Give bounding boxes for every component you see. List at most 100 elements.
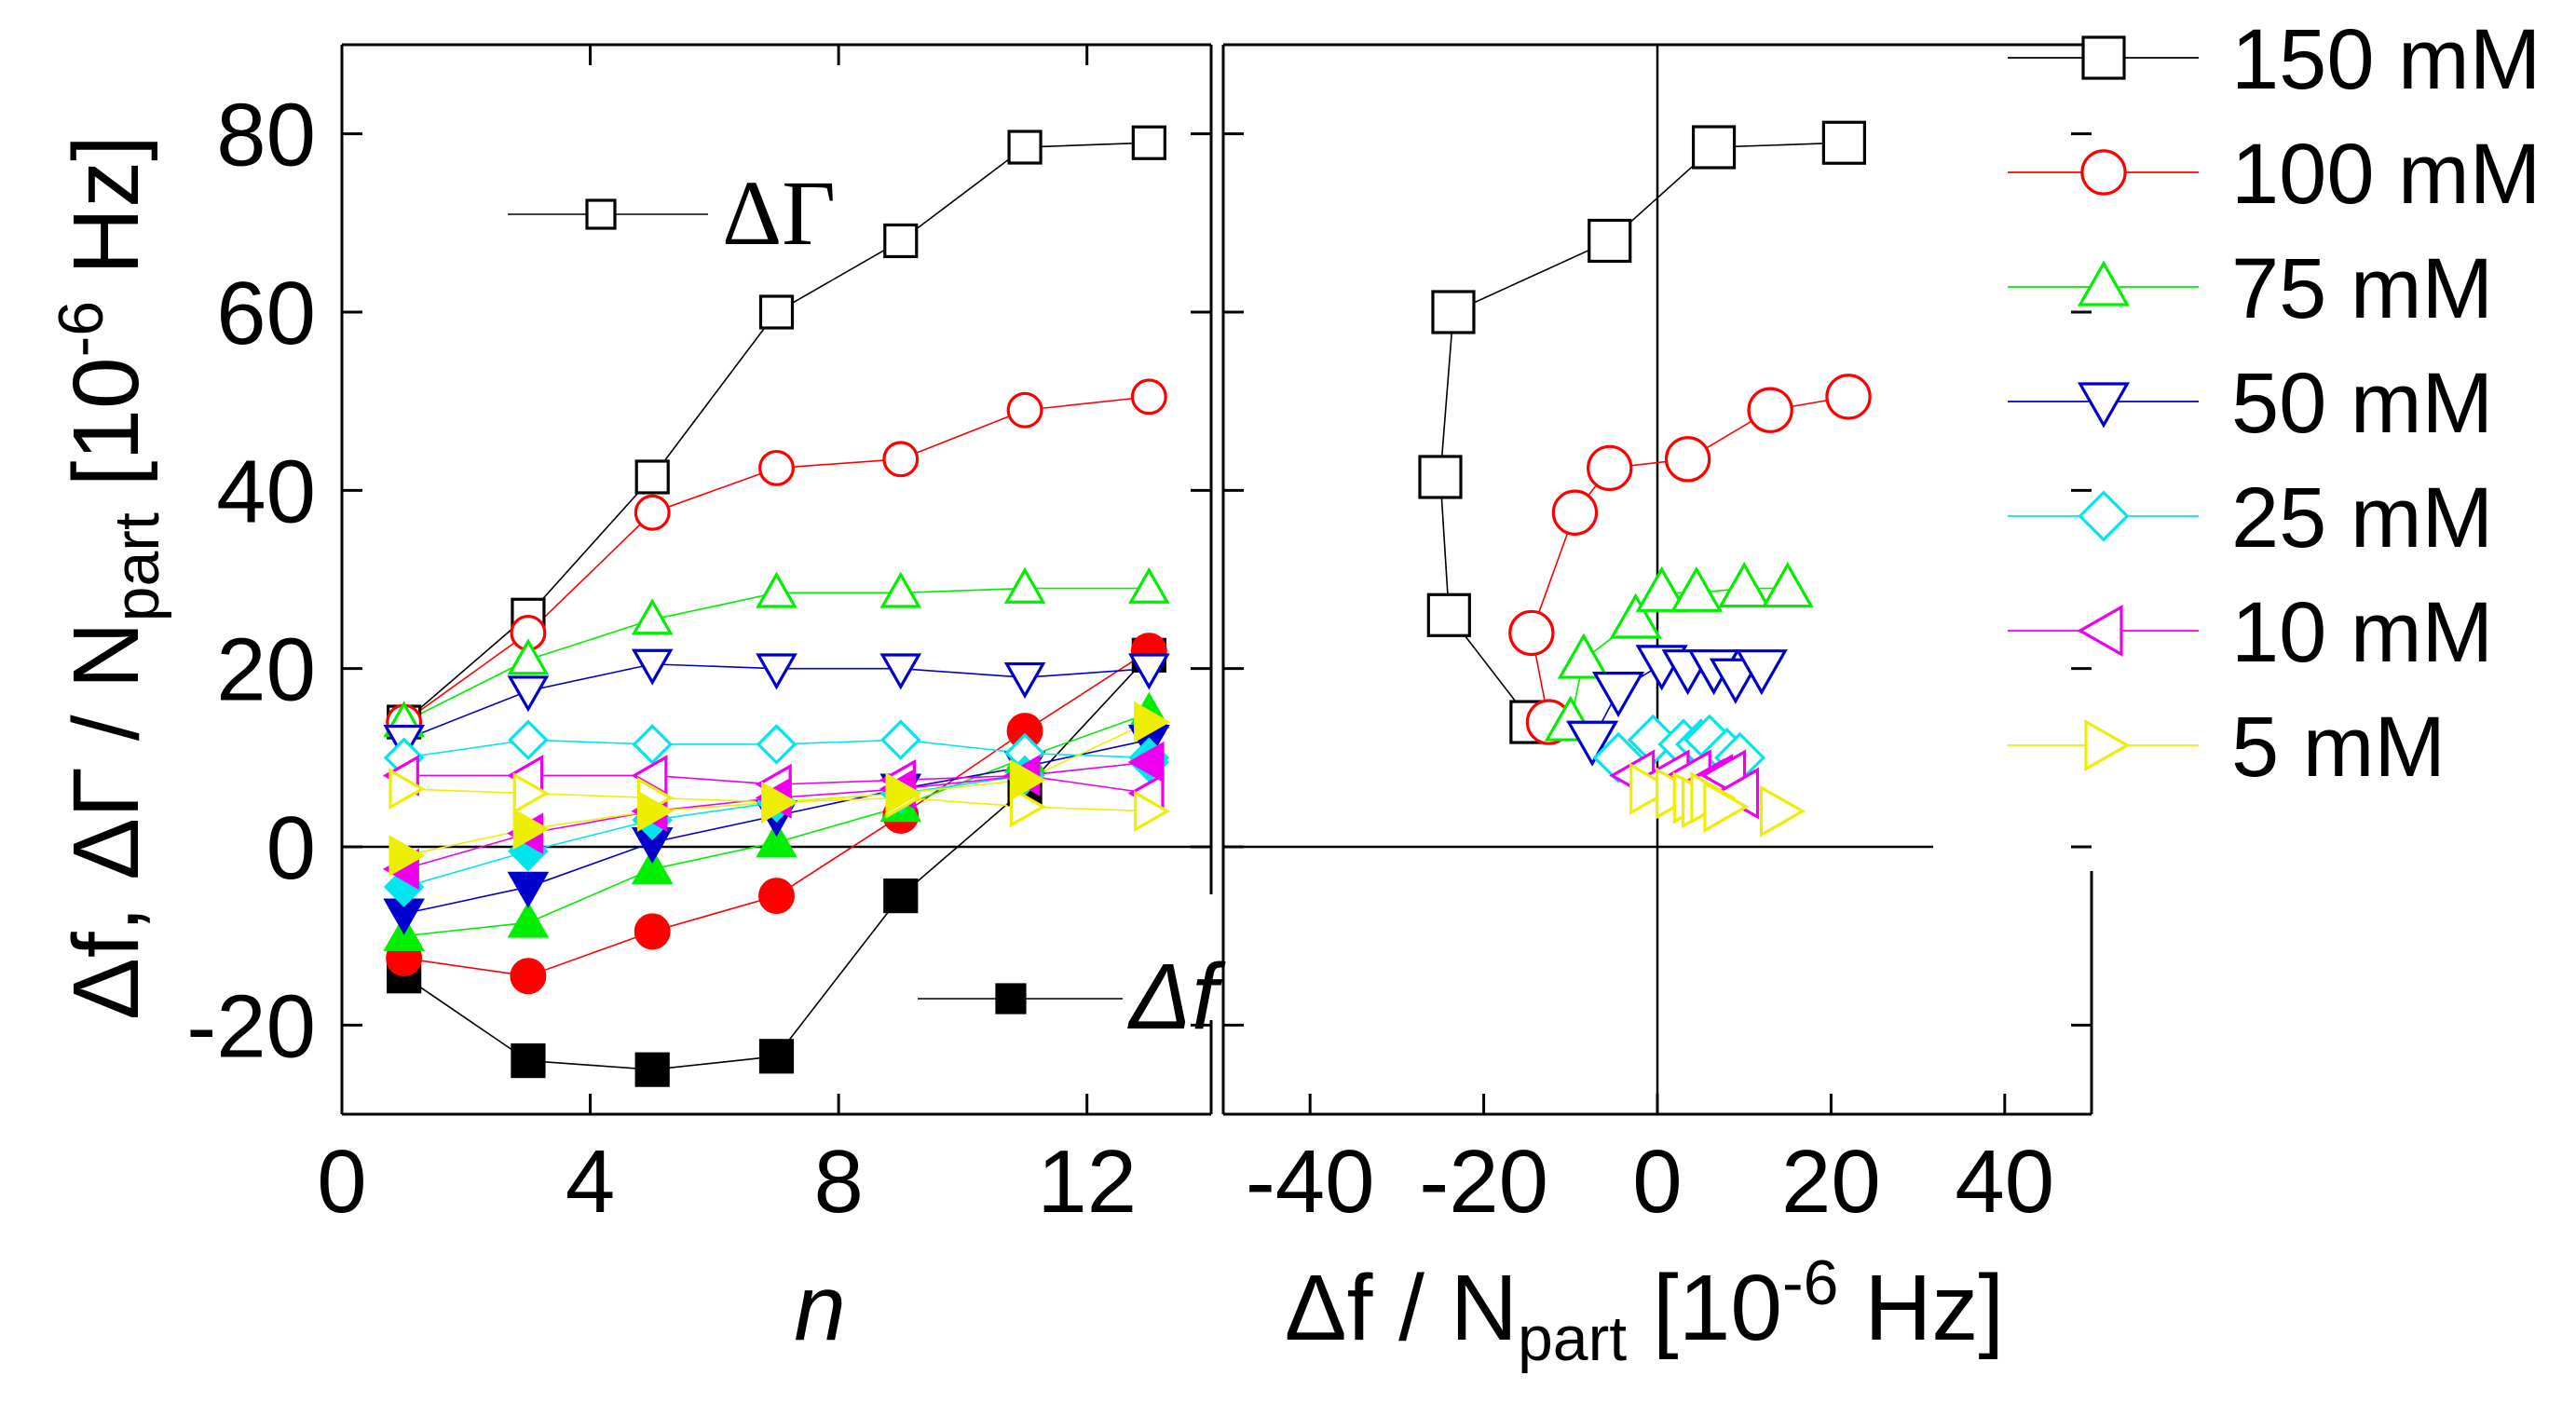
data-point-right xyxy=(1735,649,1788,696)
data-point-dgamma xyxy=(1128,653,1170,690)
data-point-right xyxy=(1664,436,1711,483)
y-axis-label-part: [10 xyxy=(54,357,158,512)
legend-label: 50 mM xyxy=(2231,356,2493,451)
data-point-right xyxy=(1431,290,1476,334)
legend-marker xyxy=(2078,490,2130,542)
data-point-df xyxy=(636,790,674,833)
data-point-dgamma xyxy=(882,441,920,478)
y-tick-label: -20 xyxy=(186,976,316,1076)
data-point-dgamma xyxy=(883,223,919,259)
data-point-df xyxy=(388,835,426,877)
data-point-dgamma xyxy=(1009,785,1046,828)
x-axis-label-left: n xyxy=(794,1256,846,1360)
y-tick-label: 40 xyxy=(216,442,316,541)
data-point-df xyxy=(758,1039,795,1074)
y-tick-label: 80 xyxy=(216,86,316,185)
data-point-dgamma xyxy=(508,719,549,761)
data-point-dgamma xyxy=(756,653,797,690)
data-point-df xyxy=(507,901,550,938)
data-point-right xyxy=(1747,387,1793,433)
legend-label: 100 mM xyxy=(2231,127,2541,222)
data-point-dgamma xyxy=(632,724,674,765)
data-point-right xyxy=(1759,784,1806,838)
data-point-right xyxy=(1588,218,1632,264)
data-point-dgamma xyxy=(631,648,674,686)
data-point-right xyxy=(1592,672,1645,718)
annotation-df-marker xyxy=(995,983,1027,1015)
x-tick-label: 40 xyxy=(1955,1132,2054,1232)
data-point-right xyxy=(1609,593,1662,639)
data-point-df xyxy=(634,913,671,950)
x-axis-label-right-part: Δf / N xyxy=(1285,1256,1518,1360)
data-point-right xyxy=(1426,593,1471,637)
data-point-right xyxy=(1508,609,1555,657)
legend-label: 75 mM xyxy=(2231,241,2493,336)
data-point-right xyxy=(1670,565,1723,612)
data-point-dgamma xyxy=(1007,129,1043,165)
x-tick-label: -20 xyxy=(1419,1132,1548,1232)
y-axis-label-part: Hz] xyxy=(54,135,158,301)
legend-label: 5 mM xyxy=(2231,700,2446,795)
data-point-right xyxy=(1825,374,1872,420)
data-point-right xyxy=(1635,565,1688,612)
annotation-df: Δf xyxy=(1127,945,1226,1049)
legend-marker xyxy=(2081,35,2126,80)
data-point-right xyxy=(1691,125,1737,170)
y-axis-label: Δf, ΔΓ / Npart [10-6 Hz] xyxy=(46,135,172,1020)
data-point-dgamma xyxy=(634,459,670,495)
annotation-dgamma-marker xyxy=(585,198,617,230)
data-point-df xyxy=(885,772,922,814)
data-point-df xyxy=(883,879,919,914)
data-point-df xyxy=(1009,758,1046,801)
data-point-right xyxy=(1761,562,1814,608)
y-axis-label-part: Δf, ΔΓ / N xyxy=(54,621,158,1020)
data-point-dgamma xyxy=(879,719,921,761)
legend-marker xyxy=(2084,718,2131,772)
data-point-dgamma xyxy=(507,638,550,675)
data-point-df xyxy=(634,1052,670,1087)
legend-label: 150 mM xyxy=(2231,12,2541,107)
x-tick-label: 0 xyxy=(1632,1132,1682,1232)
y-axis-label-part: -6 xyxy=(46,301,116,357)
data-point-dgamma xyxy=(1003,661,1046,700)
x-axis-label-right-part: part xyxy=(1518,1303,1627,1374)
x-axis-label-right: Δf / Npart [10-6 Hz] xyxy=(1285,1247,2004,1374)
data-point-right xyxy=(1557,633,1610,679)
data-point-right xyxy=(1718,562,1771,608)
data-point-dgamma xyxy=(1130,378,1167,415)
legend-marker xyxy=(2080,149,2127,196)
legend-label: 10 mM xyxy=(2231,585,2493,680)
data-point-dgamma xyxy=(879,571,922,608)
data-point-df xyxy=(512,808,550,851)
data-point-right xyxy=(1703,780,1750,834)
data-point-dgamma xyxy=(756,571,797,608)
data-point-right xyxy=(1821,120,1866,165)
data-point-df xyxy=(631,848,674,885)
y-tick-label: 20 xyxy=(216,620,316,720)
data-point-dgamma xyxy=(631,598,674,635)
data-point-df xyxy=(507,871,550,908)
legend-marker xyxy=(2077,382,2131,429)
data-point-df xyxy=(511,1042,546,1079)
x-axis-label-right-part: -6 xyxy=(1782,1247,1838,1318)
x-axis-label-right-part: [10 xyxy=(1627,1256,1782,1360)
data-point-dgamma xyxy=(1128,566,1170,604)
data-point-df xyxy=(1134,701,1171,743)
x-tick-label: 12 xyxy=(1037,1132,1137,1232)
x-tick-label: -40 xyxy=(1246,1132,1375,1232)
data-point-dgamma xyxy=(1131,125,1166,160)
legend-marker xyxy=(2077,604,2123,658)
data-point-df xyxy=(1127,741,1165,783)
data-point-dgamma xyxy=(388,768,426,810)
data-point-df xyxy=(756,821,797,858)
y-tick-label: 0 xyxy=(266,798,316,898)
x-axis-label-right-part: Hz] xyxy=(1838,1256,2004,1360)
data-point-dgamma xyxy=(879,653,922,690)
data-point-right xyxy=(1566,720,1619,767)
legend-label: 25 mM xyxy=(2231,470,2493,565)
legend-marker xyxy=(2077,260,2131,306)
data-point-dgamma xyxy=(512,772,550,814)
y-axis-label-part: part xyxy=(102,512,172,621)
data-point-dgamma xyxy=(756,724,797,765)
